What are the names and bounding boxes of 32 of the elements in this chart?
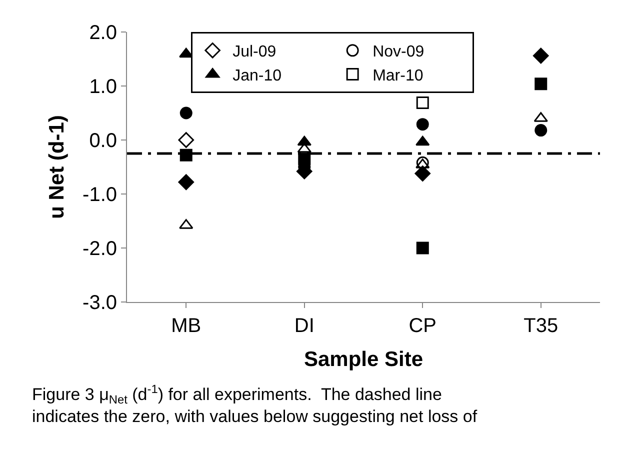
point [534, 78, 548, 90]
point [178, 174, 194, 190]
legend-label: Mar-10 [372, 67, 424, 84]
point [416, 96, 429, 109]
point [180, 106, 192, 120]
y-axis-title: u Net (d-1) [46, 115, 69, 219]
x-tick-label: DI [294, 315, 314, 337]
point [416, 118, 429, 131]
point [297, 136, 312, 146]
point [534, 124, 548, 137]
y-tick-label: -1.0 [82, 184, 117, 206]
point [416, 242, 429, 254]
point [180, 148, 192, 162]
point [178, 132, 194, 148]
y-tick-label: 2.0 [89, 22, 117, 44]
x-tick-label: CP [408, 315, 437, 337]
x-tick-label: MB [171, 315, 202, 337]
legend-label: Jul-09 [232, 44, 276, 61]
y-tick-label: 1.0 [89, 76, 117, 98]
point [416, 156, 429, 169]
point [298, 152, 311, 166]
y-tick-label: -3.0 [82, 292, 117, 314]
y-tick-label: -2.0 [82, 238, 117, 260]
point [416, 136, 430, 146]
x-tick-label: T35 [524, 315, 558, 337]
caption: Figure 3 μ$_{Net}$ (d$^{-1}$) for all experiments. The dashed line indicates the zero, with values below suggesting net loss of [32, 382, 478, 426]
x-axis-title: Sample Site [304, 348, 424, 372]
y-tick-label: 0.0 [89, 130, 117, 152]
legend-label: Nov-09 [372, 44, 424, 61]
point [532, 48, 549, 64]
legend-label: Jan-10 [232, 67, 282, 84]
point [414, 166, 431, 182]
